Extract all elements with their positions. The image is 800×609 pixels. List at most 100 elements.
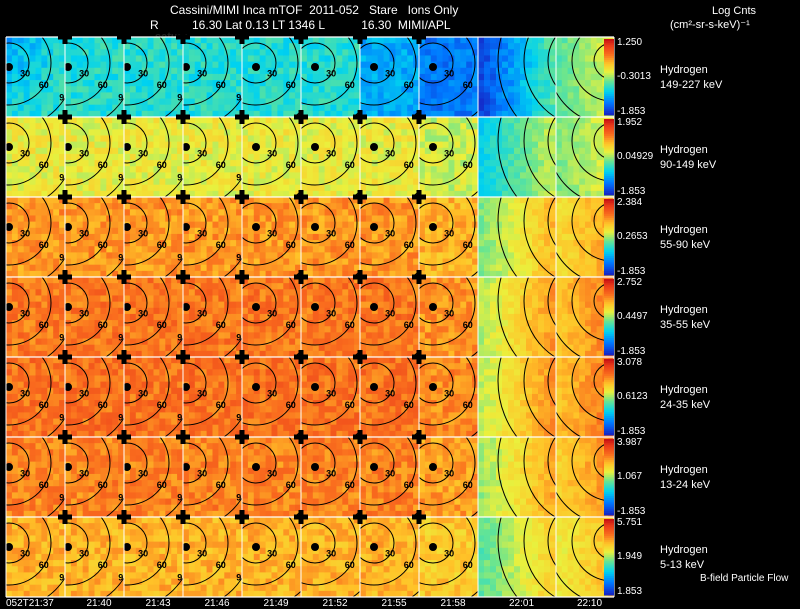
contour-line xyxy=(419,442,454,484)
colorbar-segment xyxy=(604,273,614,276)
contour-label: 60 xyxy=(157,160,167,170)
saturn-marker xyxy=(311,63,319,71)
colorbar-segment xyxy=(604,547,614,550)
colorbar-min: -1.853 xyxy=(617,186,646,197)
colorbar-segment xyxy=(604,136,614,139)
corner-marker xyxy=(117,110,131,124)
contour-label: 90 xyxy=(640,171,650,181)
contour-label: 90 xyxy=(640,91,650,101)
corner-marker xyxy=(176,110,190,124)
colorbar-segment xyxy=(604,58,614,61)
colorbar-segment xyxy=(604,318,614,322)
contour-label: 90 xyxy=(640,571,650,581)
saturn-marker xyxy=(65,223,72,231)
colorbar-segment xyxy=(604,419,614,423)
colorbar-segment xyxy=(604,408,614,411)
contour-line xyxy=(65,522,89,564)
colorbar-segment xyxy=(604,248,614,251)
contour-line xyxy=(183,197,229,266)
colorbar-segment xyxy=(604,134,614,137)
colorbar-segment xyxy=(604,187,614,190)
saturn-marker xyxy=(65,303,72,311)
contour-label: 30 xyxy=(385,389,395,399)
image-panel: 306090120 xyxy=(478,357,556,437)
colorbar-segment xyxy=(604,442,614,446)
contour-line xyxy=(419,357,476,426)
contour-label: 30 xyxy=(444,469,454,479)
contour-label: 90 xyxy=(236,573,246,583)
corner-marker xyxy=(176,30,190,44)
colorbar-segment xyxy=(604,412,614,415)
contour-line xyxy=(419,117,476,186)
contour-label: 30 xyxy=(444,229,454,239)
saturn-marker xyxy=(311,543,319,551)
contour-line xyxy=(65,437,111,506)
colorbar-mid: 0.2653 xyxy=(617,231,648,242)
contour-line xyxy=(360,122,395,164)
contour-label: 60 xyxy=(404,320,414,330)
corner-marker xyxy=(412,270,426,284)
corner-marker xyxy=(117,270,131,284)
contour-line xyxy=(242,282,277,324)
colorbar-segment xyxy=(604,341,614,345)
contour-line xyxy=(6,122,30,164)
saturn-marker xyxy=(6,383,13,391)
colorbar-segment xyxy=(604,538,614,541)
corner-marker xyxy=(294,30,308,44)
saturn-marker xyxy=(370,63,378,71)
saturn-marker xyxy=(6,543,13,551)
colorbar-segment xyxy=(604,577,614,581)
contour-label: 30 xyxy=(79,469,89,479)
contour-line xyxy=(301,357,358,426)
species-label: Hydrogen xyxy=(660,144,708,156)
saturn-marker xyxy=(65,543,72,551)
contour-line xyxy=(360,117,417,186)
colorbar-segment xyxy=(604,130,614,133)
contour-line xyxy=(242,517,299,586)
colorbar-segment xyxy=(604,309,614,312)
contour-line xyxy=(65,277,111,346)
contour-line xyxy=(523,117,556,197)
colorbar-segment xyxy=(604,370,614,373)
colorbar-segment xyxy=(604,549,614,552)
contour-label: 90 xyxy=(59,413,69,423)
contour-line xyxy=(301,522,336,564)
corner-marker xyxy=(353,270,367,284)
contour-label: 30 xyxy=(197,469,207,479)
colorbar-segment xyxy=(604,199,614,202)
contour-line xyxy=(360,37,417,106)
contour-label: 30 xyxy=(267,549,277,559)
colorbar-segment xyxy=(604,138,614,141)
colorbar-segment xyxy=(604,583,614,586)
colorbar-segment xyxy=(604,280,614,284)
contour-label: 90 xyxy=(661,90,671,100)
colorbar-segment xyxy=(604,417,614,421)
colorbar-min: -1.853 xyxy=(617,426,646,437)
colorbar-max: 3.987 xyxy=(617,437,642,448)
corner-marker xyxy=(353,110,367,124)
contour-line xyxy=(547,37,556,87)
colorbar-segment xyxy=(604,372,614,375)
colorbar-segment xyxy=(604,568,614,571)
colorbar-segment xyxy=(604,541,614,545)
contour-label: 90 xyxy=(640,251,650,261)
colorbar-segment xyxy=(604,119,614,122)
contour-line xyxy=(6,437,52,506)
colorbar-segment xyxy=(604,458,614,461)
saturn-marker xyxy=(252,143,260,151)
colorbar-segment xyxy=(604,204,614,208)
saturn-marker xyxy=(124,543,131,551)
colorbar-segment xyxy=(604,279,614,282)
contour-label: 120 xyxy=(662,504,677,514)
colorbar-segment xyxy=(604,505,614,508)
contour-line xyxy=(497,277,518,357)
colorbar-segment xyxy=(604,368,614,371)
colorbar-segment xyxy=(604,176,614,179)
